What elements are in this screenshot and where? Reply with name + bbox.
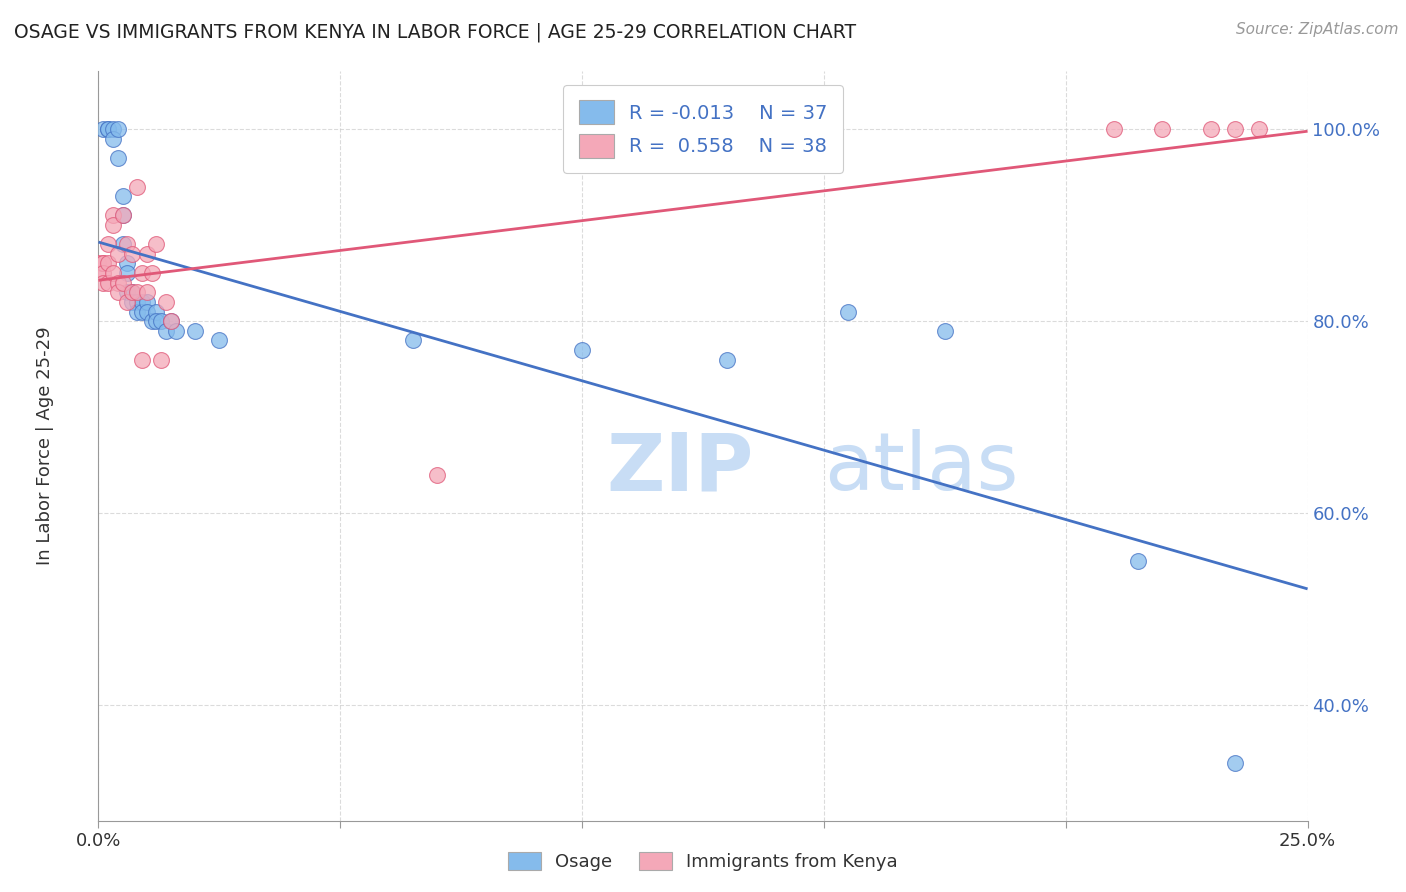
- Point: [117, 266, 139, 280]
- Point: [127, 179, 149, 194]
- Point: [97, 122, 120, 136]
- Point: [101, 218, 124, 232]
- Point: [111, 209, 134, 223]
- Point: [160, 314, 183, 328]
- Point: [135, 304, 157, 318]
- Point: [1199, 122, 1222, 136]
- Point: [91, 256, 114, 270]
- Point: [91, 122, 114, 136]
- Point: [97, 122, 120, 136]
- Point: [131, 294, 153, 309]
- Point: [208, 334, 231, 348]
- Point: [111, 209, 134, 223]
- Point: [131, 304, 153, 318]
- Point: [571, 343, 593, 357]
- Point: [91, 266, 114, 280]
- Point: [111, 189, 134, 203]
- Point: [107, 285, 129, 300]
- Point: [160, 314, 183, 328]
- Point: [155, 294, 177, 309]
- Point: [155, 324, 177, 338]
- Point: [145, 237, 167, 252]
- Point: [1223, 122, 1246, 136]
- Point: [117, 237, 139, 252]
- Point: [716, 352, 738, 367]
- Legend: Osage, Immigrants from Kenya: Osage, Immigrants from Kenya: [501, 845, 905, 879]
- Point: [426, 467, 449, 482]
- Point: [1128, 554, 1150, 568]
- Point: [402, 334, 425, 348]
- Point: [1223, 756, 1246, 770]
- Text: Source: ZipAtlas.com: Source: ZipAtlas.com: [1236, 22, 1399, 37]
- Point: [131, 266, 153, 280]
- Point: [107, 276, 129, 290]
- Point: [141, 266, 163, 280]
- Legend: R = -0.013    N = 37, R =  0.558    N = 38: R = -0.013 N = 37, R = 0.558 N = 38: [562, 85, 844, 173]
- Point: [107, 247, 129, 261]
- Point: [127, 304, 149, 318]
- Point: [145, 304, 167, 318]
- Text: In Labor Force | Age 25-29: In Labor Force | Age 25-29: [37, 326, 53, 566]
- Point: [107, 151, 129, 165]
- Point: [91, 276, 114, 290]
- Point: [121, 285, 143, 300]
- Point: [1102, 122, 1125, 136]
- Point: [1152, 122, 1174, 136]
- Text: atlas: atlas: [824, 429, 1018, 508]
- Point: [131, 352, 153, 367]
- Point: [101, 131, 124, 145]
- Text: OSAGE VS IMMIGRANTS FROM KENYA IN LABOR FORCE | AGE 25-29 CORRELATION CHART: OSAGE VS IMMIGRANTS FROM KENYA IN LABOR …: [14, 22, 856, 42]
- Point: [121, 247, 143, 261]
- Point: [121, 294, 143, 309]
- Point: [150, 314, 173, 328]
- Point: [145, 314, 167, 328]
- Point: [165, 324, 187, 338]
- Point: [101, 209, 124, 223]
- Point: [135, 247, 157, 261]
- Point: [117, 294, 139, 309]
- Point: [135, 285, 157, 300]
- Point: [111, 237, 134, 252]
- Point: [101, 122, 124, 136]
- Point: [97, 256, 120, 270]
- Point: [1249, 122, 1271, 136]
- Point: [837, 304, 859, 318]
- Point: [117, 285, 139, 300]
- Point: [127, 285, 149, 300]
- Point: [121, 285, 143, 300]
- Point: [87, 256, 110, 270]
- Text: ZIP: ZIP: [606, 429, 754, 508]
- Point: [184, 324, 207, 338]
- Point: [111, 276, 134, 290]
- Point: [135, 294, 157, 309]
- Point: [97, 237, 120, 252]
- Point: [107, 122, 129, 136]
- Point: [127, 294, 149, 309]
- Point: [91, 256, 114, 270]
- Point: [150, 352, 173, 367]
- Point: [117, 256, 139, 270]
- Point: [101, 266, 124, 280]
- Point: [97, 276, 120, 290]
- Point: [141, 314, 163, 328]
- Point: [934, 324, 956, 338]
- Point: [87, 266, 110, 280]
